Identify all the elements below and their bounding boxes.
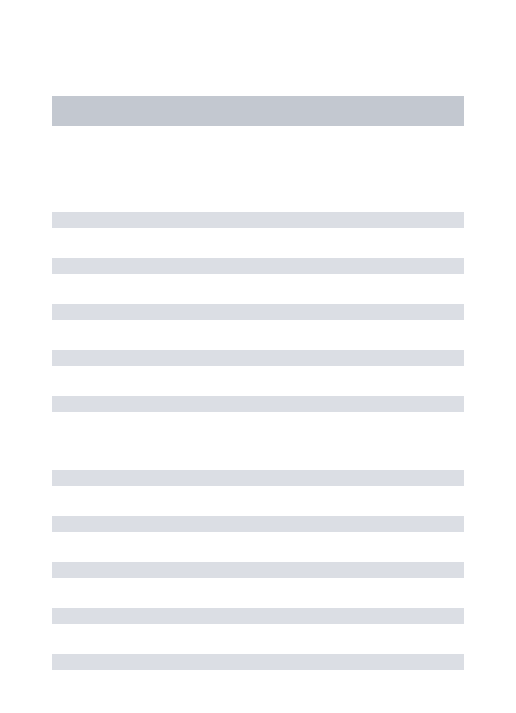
skeleton-line <box>52 258 464 274</box>
skeleton-line <box>52 516 464 532</box>
skeleton-container <box>0 0 516 670</box>
skeleton-groups <box>52 212 464 670</box>
skeleton-line <box>52 304 464 320</box>
skeleton-line <box>52 212 464 228</box>
skeleton-line <box>52 396 464 412</box>
skeleton-line <box>52 350 464 366</box>
skeleton-line-group <box>52 470 464 670</box>
skeleton-line <box>52 654 464 670</box>
skeleton-line-group <box>52 212 464 412</box>
skeleton-header-bar <box>52 96 464 126</box>
skeleton-line <box>52 562 464 578</box>
skeleton-line <box>52 608 464 624</box>
skeleton-line <box>52 470 464 486</box>
